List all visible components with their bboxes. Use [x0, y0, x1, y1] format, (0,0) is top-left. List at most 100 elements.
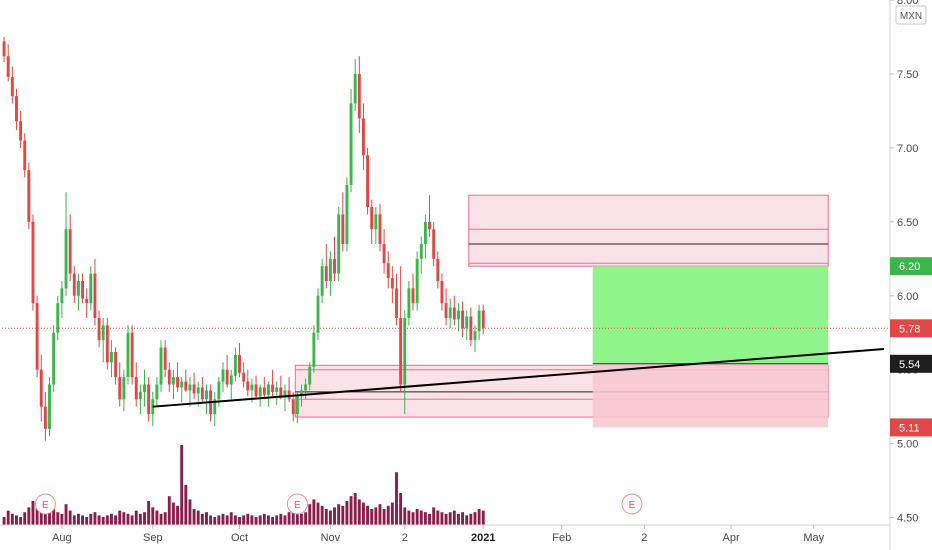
volume-bar	[345, 501, 349, 525]
position-stop-zone[interactable]	[592, 363, 829, 428]
candle-body	[192, 384, 196, 394]
volume-bar	[192, 509, 196, 525]
candle-body	[196, 387, 200, 394]
candle-body	[118, 377, 122, 400]
y-tick-label: 6.50	[897, 217, 918, 229]
price-badge-label: 5.78	[899, 323, 920, 335]
volume-bar	[448, 512, 452, 525]
candle-body	[291, 399, 295, 415]
price-badges: 6.20 5.78 5.54 5.11	[890, 257, 932, 437]
candle-body	[68, 229, 72, 274]
y-tick-label: 4.50	[897, 513, 918, 525]
currency-label[interactable]: MXN	[895, 5, 927, 25]
earnings-marker-label: E	[629, 500, 636, 511]
volume-bar	[97, 515, 101, 525]
candle-body	[180, 381, 184, 388]
x-tick-label: Apr	[723, 532, 740, 544]
candle-body	[205, 390, 208, 400]
earnings-marker[interactable]	[286, 493, 308, 515]
candle-body	[10, 76, 14, 97]
candle-body	[461, 310, 465, 329]
candle-body	[101, 325, 105, 341]
candle-body	[337, 214, 341, 274]
candle-body	[15, 96, 18, 122]
candle-body	[184, 381, 188, 391]
candle-body	[357, 73, 361, 119]
volume-bar	[81, 515, 84, 525]
earnings-marker[interactable]	[34, 493, 56, 515]
volume-bar	[440, 512, 444, 525]
candle-body	[287, 390, 291, 400]
candle-body	[110, 351, 113, 363]
candle-body	[89, 273, 93, 304]
candle-body	[254, 384, 258, 397]
volume-bar	[138, 513, 142, 525]
volume-bar	[68, 510, 72, 525]
volume-bar	[76, 513, 80, 525]
volume-bar	[477, 509, 481, 525]
candle-body	[48, 384, 51, 429]
volume-bar	[246, 513, 250, 525]
candle-body	[349, 103, 353, 185]
volume-bar	[163, 512, 167, 525]
volume-bar	[143, 512, 146, 525]
candle-body	[407, 288, 411, 318]
volume-bar	[167, 496, 171, 525]
candle-body	[229, 375, 233, 385]
trendline[interactable]	[152, 348, 885, 408]
candle-body	[386, 263, 390, 279]
candle-body	[366, 155, 370, 208]
candle-body	[419, 244, 423, 259]
volume-bar	[205, 512, 208, 525]
price-badge-label: 6.20	[899, 261, 920, 273]
candlesticks	[2, 36, 485, 441]
volume-bar	[233, 515, 237, 525]
pink-zone-0[interactable]	[468, 194, 829, 267]
time-axis[interactable]: Aug Sep Oct Nov 2 2021 Feb 2 Apr May	[52, 525, 825, 544]
candle-body	[147, 384, 151, 415]
candle-body	[308, 366, 312, 385]
candle-body	[134, 377, 138, 400]
volume-bar	[461, 512, 465, 525]
volume-bar	[428, 513, 431, 525]
volume-bar	[452, 510, 456, 525]
volume-bar	[366, 505, 370, 525]
volume-bar	[374, 507, 378, 525]
volume-bar	[200, 513, 204, 525]
position-target-zone[interactable]	[592, 266, 829, 364]
candle-body	[250, 384, 254, 391]
volume-bar	[370, 509, 374, 525]
volume-bar	[419, 510, 423, 525]
candle-body	[167, 369, 171, 385]
volume-bar	[316, 502, 320, 525]
candle-body	[81, 280, 84, 299]
volume-bar	[411, 512, 415, 525]
volume-bar	[209, 515, 213, 525]
volume-bar	[180, 445, 184, 525]
volume-bar	[395, 472, 398, 525]
candle-body	[304, 384, 308, 391]
candle-body	[395, 288, 398, 318]
volume-bar	[473, 512, 477, 525]
candle-body	[85, 298, 89, 304]
candle-body	[56, 303, 60, 333]
candle-body	[345, 184, 349, 245]
x-tick-label: Sep	[143, 532, 163, 544]
candle-body	[93, 273, 97, 318]
volume-bar	[60, 513, 64, 525]
volume-bar	[304, 512, 308, 525]
volume-bar	[390, 502, 394, 525]
volume-bar	[300, 513, 303, 525]
candle-body	[374, 214, 378, 230]
earnings-marker[interactable]	[621, 493, 643, 515]
volume-bar	[250, 515, 254, 525]
candle-body	[370, 207, 374, 230]
y-tick-label: 8.00	[897, 0, 918, 7]
volume-bar	[324, 509, 328, 525]
candle-body	[72, 273, 76, 296]
candle-body	[411, 288, 415, 304]
volume-bar	[287, 512, 291, 525]
drawing-lines[interactable]	[152, 348, 885, 408]
